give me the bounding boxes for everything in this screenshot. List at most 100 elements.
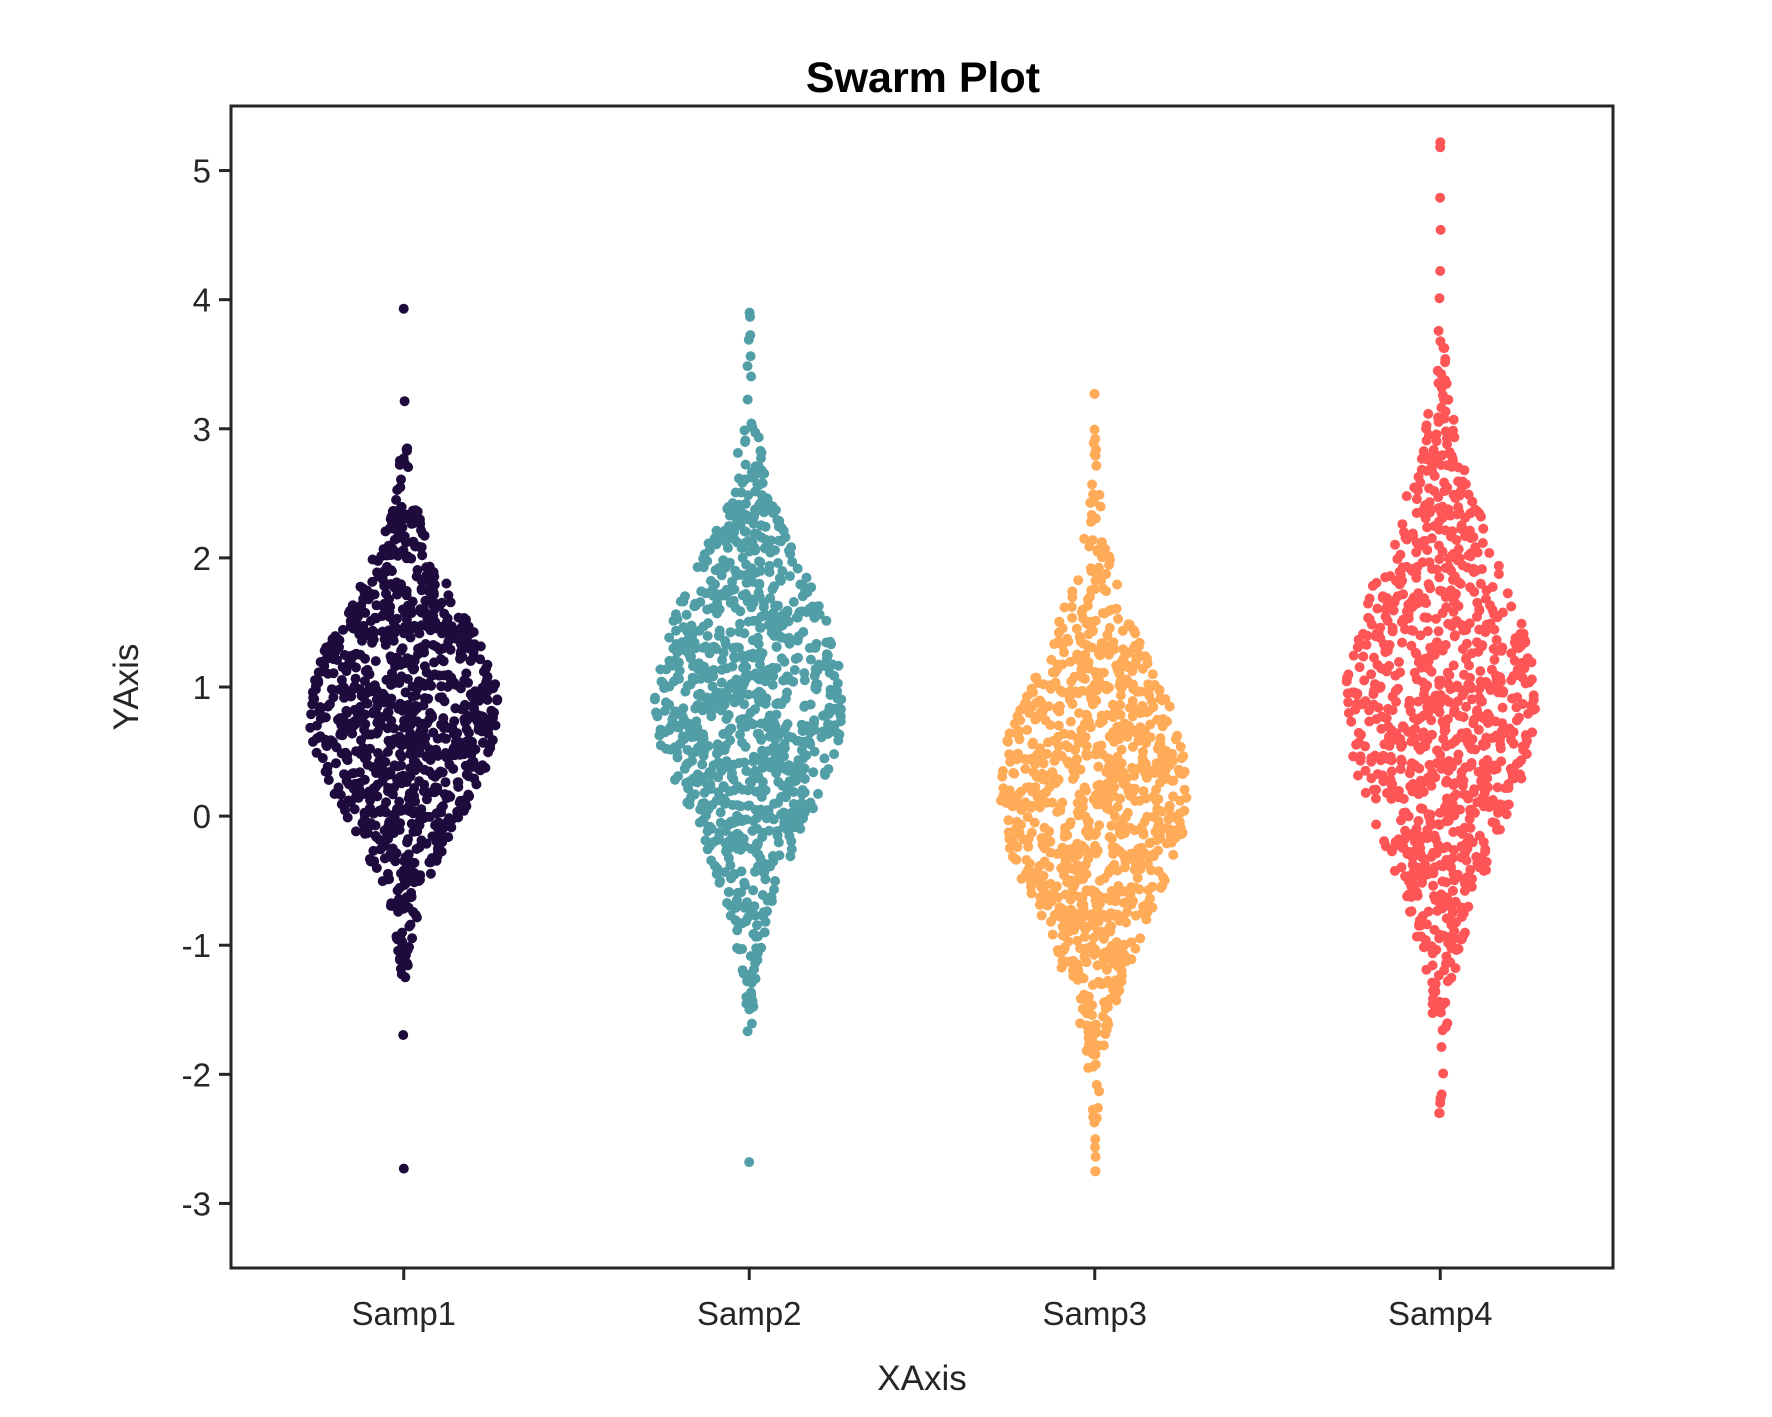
swarm-point-samp1	[473, 722, 484, 733]
swarm-point-samp3	[1098, 583, 1109, 594]
swarm-point-samp3	[1127, 895, 1138, 906]
swarm-point-samp1	[454, 737, 465, 748]
swarm-point-samp1	[403, 793, 414, 804]
swarm-point-samp1	[403, 736, 414, 747]
swarm-point-samp2	[834, 729, 845, 740]
swarm-point-samp2	[832, 678, 843, 689]
swarm-point-samp3	[1024, 708, 1035, 719]
swarm-point-samp3	[1089, 949, 1100, 960]
swarm-point-samp2	[708, 837, 719, 847]
swarm-point-samp3	[1152, 743, 1163, 754]
swarm-point-samp1	[349, 649, 360, 660]
swarm-point-samp1	[463, 789, 474, 800]
swarm-point-samp3	[1172, 730, 1183, 741]
swarm-point-samp2	[769, 884, 779, 895]
swarm-point-samp1	[457, 651, 468, 662]
swarm-point-samp3	[1116, 657, 1127, 668]
swarm-point-samp3	[1112, 801, 1123, 812]
swarm-point-samp1	[370, 830, 381, 841]
swarm-point-samp2	[757, 745, 768, 756]
swarm-point-samp3	[1071, 623, 1082, 634]
swarm-point-samp4	[1421, 465, 1432, 476]
swarm-point-samp4	[1467, 694, 1477, 705]
swarm-point-samp1	[369, 680, 380, 691]
swarm-point-samp1	[483, 747, 494, 758]
swarm-point-samp4	[1441, 816, 1452, 827]
swarm-point-samp1	[441, 817, 452, 828]
swarm-point-samp4	[1422, 626, 1433, 637]
swarm-point-samp2	[734, 473, 744, 484]
swarm-point-samp3	[1072, 935, 1083, 946]
swarm-point-samp4	[1370, 793, 1381, 804]
swarm-point-samp2	[767, 507, 778, 518]
swarm-point-samp3	[1069, 671, 1080, 682]
swarm-point-samp4	[1442, 667, 1453, 678]
swarm-point-samp1	[417, 730, 428, 741]
swarm-point-samp4	[1429, 891, 1439, 902]
swarm-point-samp2	[775, 762, 786, 773]
swarm-point-samp1	[378, 765, 389, 776]
swarm-point-samp3	[1065, 925, 1076, 936]
swarm-point-samp2	[729, 651, 740, 662]
swarm-point-samp1	[405, 919, 416, 930]
swarm-point-samp3	[1078, 874, 1088, 884]
swarm-point-samp4	[1409, 836, 1420, 847]
swarm-point-samp4	[1440, 802, 1450, 813]
swarm-point-samp4	[1466, 743, 1477, 754]
swarm-point-samp3	[1109, 811, 1120, 822]
swarm-point-samp1	[411, 844, 422, 854]
swarm-point-samp4	[1456, 852, 1467, 863]
swarm-point-samp4	[1417, 877, 1427, 888]
swarm-point-samp1	[396, 751, 407, 762]
swarm-point-samp3	[1114, 915, 1125, 926]
swarm-point-samp4	[1408, 625, 1418, 636]
swarm-point-samp4	[1426, 780, 1437, 791]
swarm-point-samp3	[1100, 929, 1111, 940]
swarm-point-samp2	[808, 803, 818, 814]
swarm-point-samp2	[695, 804, 706, 815]
swarm-point-samp4	[1453, 749, 1464, 760]
swarm-point-samp3	[1081, 957, 1092, 968]
swarm-point-samp3	[1124, 702, 1135, 713]
swarm-point-samp2	[813, 788, 823, 799]
swarm-point-samp3	[1132, 728, 1142, 739]
swarm-point-samp3	[1133, 843, 1144, 854]
swarm-point-samp4	[1395, 549, 1406, 560]
swarm-point-samp4	[1390, 539, 1400, 550]
swarm-point-samp4	[1435, 192, 1446, 203]
swarm-point-samp2	[767, 679, 778, 690]
swarm-point-samp2	[709, 642, 720, 653]
swarm-point-samp3	[1051, 910, 1062, 921]
swarm-point-samp3	[1032, 749, 1043, 760]
swarm-point-samp4	[1470, 542, 1481, 553]
swarm-point-samp4	[1447, 885, 1458, 896]
swarm-point-samp4	[1411, 494, 1422, 505]
swarm-point-samp1	[419, 661, 430, 672]
swarm-point-samp1	[399, 396, 410, 407]
swarm-point-samp3	[1104, 649, 1114, 660]
swarm-point-samp4	[1360, 787, 1371, 798]
swarm-point-samp2	[795, 579, 806, 590]
swarm-point-samp4	[1438, 507, 1449, 518]
swarm-point-samp4	[1348, 751, 1359, 762]
swarm-point-samp2	[689, 773, 700, 784]
swarm-point-samp3	[1114, 827, 1125, 838]
swarm-point-samp1	[392, 532, 403, 542]
swarm-point-samp4	[1512, 692, 1523, 703]
swarm-point-samp3	[1081, 1020, 1092, 1031]
swarm-point-samp4	[1472, 611, 1482, 622]
swarm-point-samp2	[746, 371, 757, 382]
swarm-point-samp3	[1113, 613, 1124, 624]
swarm-point-samp4	[1423, 408, 1434, 419]
swarm-point-samp3	[1087, 980, 1098, 990]
swarm-point-samp1	[453, 612, 464, 623]
swarm-point-samp1	[369, 589, 380, 600]
swarm-point-samp4	[1424, 497, 1435, 508]
swarm-point-samp2	[732, 448, 743, 458]
swarm-point-samp1	[465, 639, 476, 650]
swarm-point-samp3	[1083, 816, 1093, 827]
swarm-point-samp2	[762, 494, 773, 505]
swarm-point-samp4	[1478, 837, 1489, 848]
swarm-point-samp4	[1384, 600, 1395, 611]
swarm-point-samp4	[1361, 639, 1372, 650]
